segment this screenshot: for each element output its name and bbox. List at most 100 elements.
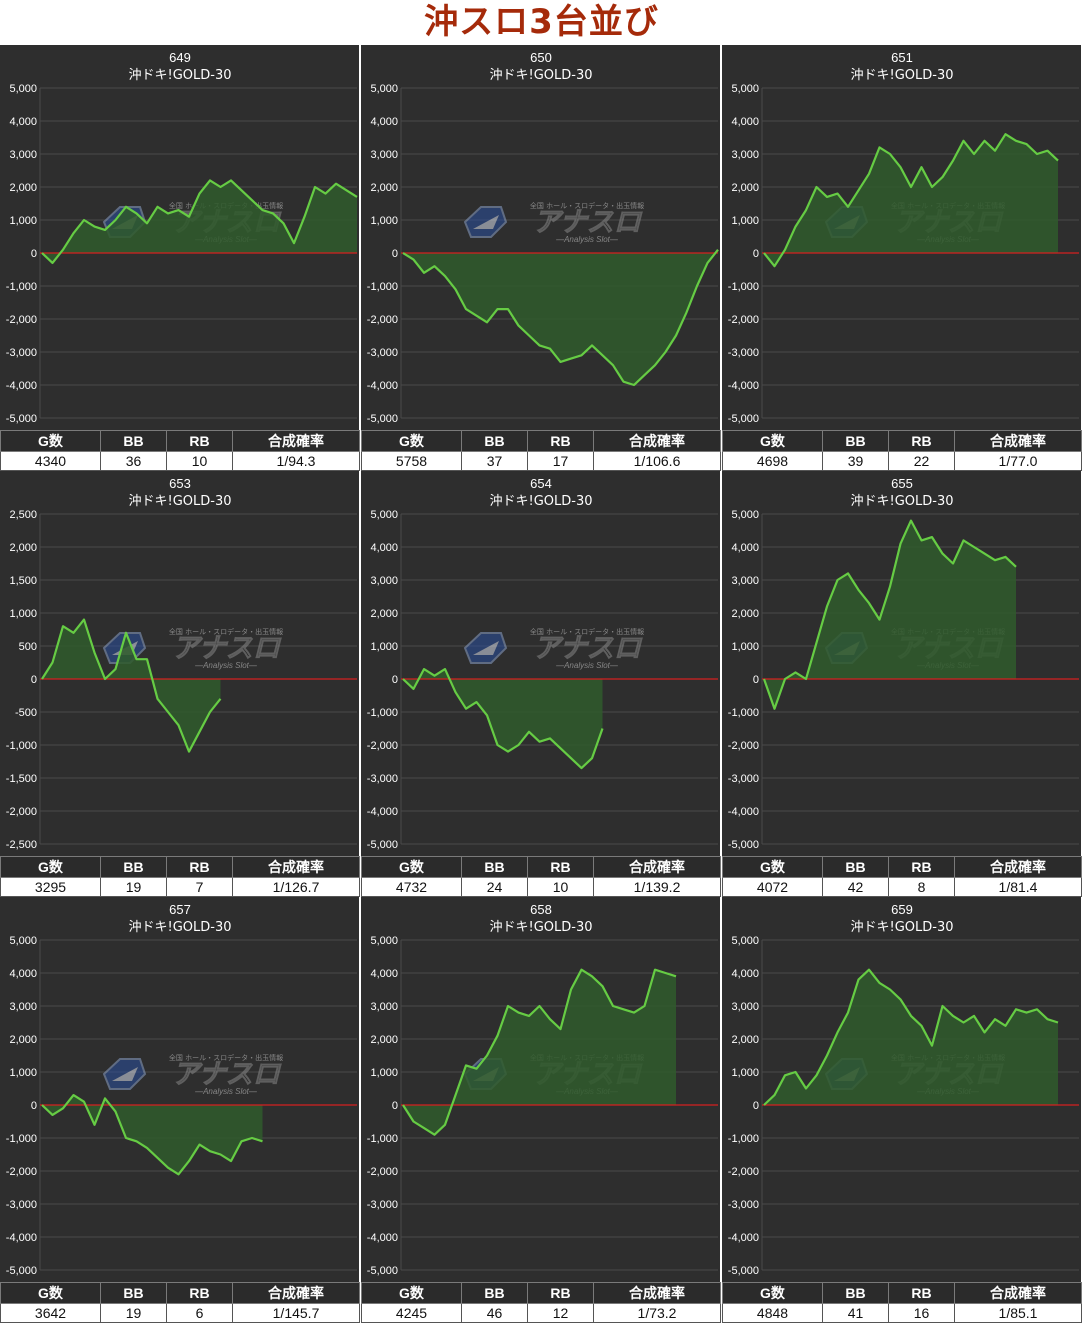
series-line (41, 1094, 263, 1176)
machine-model: 沖ドキ!GOLD-30 (489, 494, 592, 509)
stats-header: G数 (722, 856, 823, 878)
y-tick-label: -3,000 (728, 773, 759, 785)
stats-value: 4698 (722, 451, 823, 471)
stats-value: 39 (822, 451, 889, 471)
series-line (402, 249, 719, 387)
y-tick-label: 0 (753, 674, 759, 686)
machine-number: 650 (530, 50, 552, 65)
y-tick-label: 4,000 (370, 968, 398, 980)
y-tick-label: 1,000 (370, 641, 398, 653)
series-line (763, 968, 1059, 1106)
y-tick-label: -5,000 (367, 839, 398, 851)
stats-header: BB (100, 430, 167, 452)
watermark-tag: 全国 ホール・スロデータ・出玉情報 (169, 627, 283, 636)
series-line (402, 968, 677, 1136)
series-line (762, 519, 1017, 710)
y-tick-label: 3,000 (731, 1001, 759, 1013)
slump-chart: 655 沖ドキ!GOLD-30 5,000 4,000 3,000 2,000 1,000 0… (722, 471, 1081, 856)
y-tick-label: 4,000 (731, 542, 759, 554)
y-tick-label: 5,000 (9, 935, 37, 947)
y-tick-label: 2,000 (731, 182, 759, 194)
stats-value: 1/139.2 (593, 877, 721, 897)
y-tick-label: -2,000 (367, 314, 398, 326)
y-tick-label: 4,000 (9, 116, 37, 128)
stats-header: G数 (0, 1282, 101, 1304)
stats-table: G数 BB RB 合成確率 5758 37 17 1/106.6 (361, 430, 721, 471)
stats-value: 42 (822, 877, 889, 897)
machine-number: 649 (169, 50, 191, 65)
y-tick-label: -4,000 (6, 380, 37, 392)
stats-value: 24 (461, 877, 528, 897)
stats-header: RB (166, 430, 233, 452)
y-tick-label: 1,000 (731, 641, 759, 653)
y-tick-label: 5,000 (370, 509, 398, 521)
machine-number: 654 (530, 476, 552, 491)
stats-value: 17 (527, 451, 594, 471)
slump-chart: 657 沖ドキ!GOLD-30 5,000 4,000 3,000 2,000 1,000 0… (0, 897, 359, 1282)
y-tick-label: -1,000 (367, 281, 398, 293)
stats-value: 7 (166, 877, 233, 897)
chart-background (361, 471, 720, 856)
machine-panel: 657 沖ドキ!GOLD-30 5,000 4,000 3,000 2,000 1,000 0… (0, 897, 360, 1323)
watermark-tag: 全国 ホール・スロデータ・出玉情報 (169, 1053, 283, 1062)
stats-header: BB (461, 430, 528, 452)
y-tick-label: 0 (31, 674, 37, 686)
stats-value: 5758 (361, 451, 462, 471)
y-tick-label: -4,000 (367, 1232, 398, 1244)
y-tick-label: 2,000 (370, 608, 398, 620)
stats-value: 6 (166, 1303, 233, 1323)
stats-value: 1/85.1 (954, 1303, 1082, 1323)
y-tick-label: -4,000 (6, 1232, 37, 1244)
y-tick-label: 3,000 (731, 575, 759, 587)
stats-header: G数 (0, 430, 101, 452)
machine-model: 沖ドキ!GOLD-30 (489, 920, 592, 935)
stats-table: G数 BB RB 合成確率 4245 46 12 1/73.2 (361, 1282, 721, 1323)
y-tick-label: 0 (31, 1100, 37, 1112)
stats-header: G数 (361, 1282, 462, 1304)
y-tick-label: 0 (753, 248, 759, 260)
y-tick-label: -4,000 (728, 806, 759, 818)
stats-value: 46 (461, 1303, 528, 1323)
y-tick-label: 2,000 (9, 1034, 37, 1046)
slump-chart: 654 沖ドキ!GOLD-30 5,000 4,000 3,000 2,000 1,000 0… (361, 471, 720, 856)
y-tick-label: -4,000 (728, 380, 759, 392)
y-tick-label: -1,000 (367, 1133, 398, 1145)
chart-background (0, 897, 359, 1282)
y-tick-label: -2,000 (367, 1166, 398, 1178)
stats-header: BB (100, 856, 167, 878)
machine-panel: 655 沖ドキ!GOLD-30 5,000 4,000 3,000 2,000 1,000 0… (722, 471, 1082, 897)
y-tick-label: 2,000 (9, 182, 37, 194)
machine-panel: 658 沖ドキ!GOLD-30 5,000 4,000 3,000 2,000 1,000 0… (361, 897, 721, 1323)
stats-value: 4245 (361, 1303, 462, 1323)
stats-header: 合成確率 (593, 1282, 721, 1304)
y-tick-label: -3,000 (367, 347, 398, 359)
y-tick-label: -2,000 (6, 806, 37, 818)
stats-value: 16 (888, 1303, 955, 1323)
stats-header: 合成確率 (954, 1282, 1082, 1304)
stats-header: G数 (0, 856, 101, 878)
stats-header: G数 (361, 430, 462, 452)
machine-panel: 653 沖ドキ!GOLD-30 2,500 2,000 1,500 1,000 500 0 -5… (0, 471, 360, 897)
y-tick-label: -5,000 (728, 1265, 759, 1277)
y-tick-label: -2,500 (6, 839, 37, 851)
y-tick-label: -1,000 (6, 740, 37, 752)
y-tick-label: -2,000 (6, 1166, 37, 1178)
y-tick-label: 0 (31, 248, 37, 260)
stats-header: RB (166, 856, 233, 878)
y-tick-label: -1,000 (367, 707, 398, 719)
y-tick-label: -2,000 (6, 314, 37, 326)
machine-panel: 650 沖ドキ!GOLD-30 5,000 4,000 3,000 2,000 1,000 0… (361, 45, 721, 471)
y-tick-label: 2,500 (9, 509, 37, 521)
y-tick-label: -5,000 (6, 413, 37, 425)
machine-model: 沖ドキ!GOLD-30 (128, 68, 231, 83)
slump-chart: 649 沖ドキ!GOLD-30 5,000 4,000 3,000 2,000 1,000 0… (0, 45, 359, 430)
y-tick-label: -4,000 (367, 380, 398, 392)
y-tick-label: 2,000 (731, 608, 759, 620)
y-tick-label: -5,000 (367, 413, 398, 425)
series-area (403, 249, 718, 385)
y-tick-label: -2,000 (367, 740, 398, 752)
stats-value: 1/126.7 (232, 877, 360, 897)
y-tick-label: 5,000 (9, 83, 37, 95)
y-tick-label: -5,000 (728, 413, 759, 425)
machine-model: 沖ドキ!GOLD-30 (128, 494, 231, 509)
